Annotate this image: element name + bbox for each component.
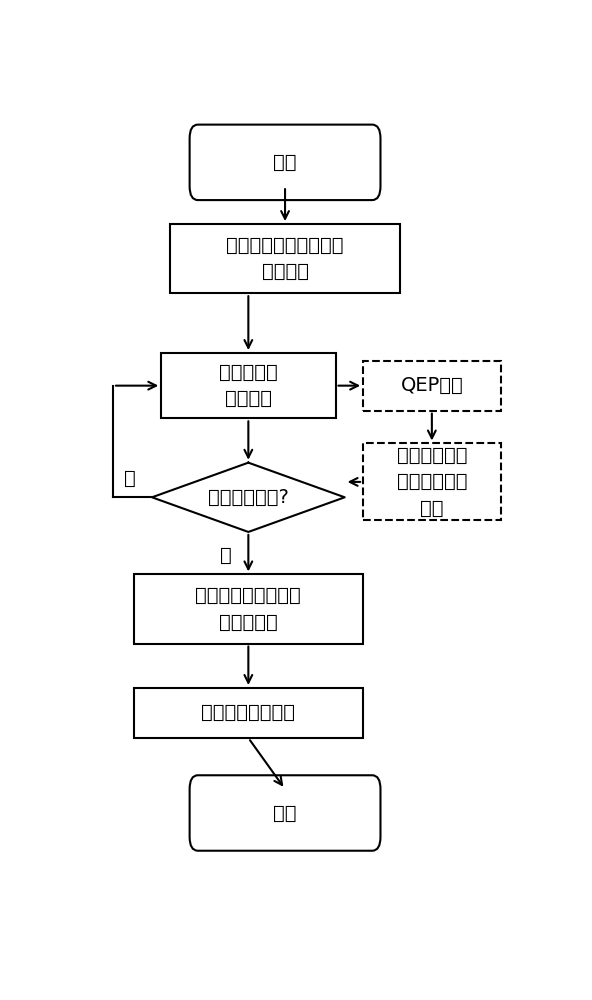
Bar [170, 224, 400, 293]
Text: 是: 是 [220, 546, 231, 565]
Text: 根据机械角度计算转
子磁极位置: 根据机械角度计算转 子磁极位置 [195, 586, 301, 632]
Text: 否: 否 [124, 469, 136, 488]
Bar [363, 443, 501, 520]
Bar [134, 574, 363, 644]
Text: 弧线电机闭环运行: 弧线电机闭环运行 [201, 703, 295, 722]
Text: 参考点已找到?: 参考点已找到? [208, 488, 289, 507]
Text: 霍尔检测的
位置运行: 霍尔检测的 位置运行 [219, 363, 278, 408]
Text: 根据霍尔器件给定一个
初始角度: 根据霍尔器件给定一个 初始角度 [226, 236, 344, 281]
FancyBboxPatch shape [189, 775, 381, 851]
Bar [363, 361, 501, 411]
FancyBboxPatch shape [189, 125, 381, 200]
Text: 寻找相邻参考
零位计算初始
位置: 寻找相邻参考 零位计算初始 位置 [397, 446, 467, 518]
Text: QEP中断: QEP中断 [401, 376, 463, 395]
Bar [134, 688, 363, 738]
Bar [161, 353, 336, 418]
Text: 结束: 结束 [274, 804, 297, 822]
Text: 开始: 开始 [274, 153, 297, 172]
